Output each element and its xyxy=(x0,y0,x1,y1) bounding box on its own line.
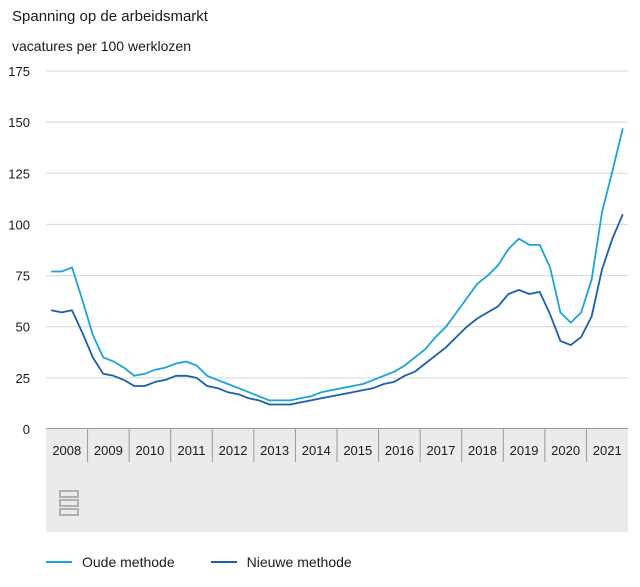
series-line-nieuwe-methode xyxy=(51,213,624,406)
x-tick-label: 2021 xyxy=(593,443,622,458)
legend-label-oude: Oude methode xyxy=(82,554,175,570)
x-tick-label: 2008 xyxy=(52,443,81,458)
x-tick-label: 2015 xyxy=(343,443,372,458)
legend-item-oude: Oude methode xyxy=(46,554,175,570)
x-tick-label: 2010 xyxy=(135,443,164,458)
y-tick-label: 25 xyxy=(16,371,30,386)
y-tick-label: 50 xyxy=(16,320,30,335)
legend-swatch-oude xyxy=(46,561,72,563)
legend-swatch-nieuwe xyxy=(210,561,237,563)
legend-label-nieuwe: Nieuwe methode xyxy=(246,554,352,570)
series-line-oude-methode xyxy=(51,128,624,402)
y-tick-label: 175 xyxy=(8,64,30,79)
y-tick-label: 0 xyxy=(23,422,30,437)
x-tick-label: 2019 xyxy=(510,443,539,458)
y-tick-label: 100 xyxy=(8,217,30,232)
legend-item-nieuwe: Nieuwe methode xyxy=(210,554,352,570)
y-tick-label: 150 xyxy=(8,115,30,130)
x-tick-label: 2016 xyxy=(385,443,414,458)
x-tick-label: 2018 xyxy=(468,443,497,458)
x-tick-label: 2011 xyxy=(178,443,206,458)
y-tick-labels: 0 25 50 75 100 125 150 175 xyxy=(8,64,30,437)
x-tick-label: 2020 xyxy=(551,443,580,458)
x-tick-label: 2017 xyxy=(426,443,455,458)
x-axis-band: 2008 2009 2010 2011 2012 2013 2014 2015 2016 2017… xyxy=(46,429,628,532)
x-tick-label: 2012 xyxy=(219,443,248,458)
x-tick-label: 2009 xyxy=(94,443,123,458)
chart-title: Spanning op de arbeidsmarkt xyxy=(12,8,208,25)
series-lines xyxy=(51,128,624,406)
x-tick-label: 2013 xyxy=(260,443,289,458)
legend: Oude methode Nieuwe methode xyxy=(46,554,352,570)
cbs-logo-icon xyxy=(59,490,79,516)
line-chart: 0 25 50 75 100 125 150 175 2008 2009 2010 2011 2012… xyxy=(8,64,628,532)
y-tick-label: 75 xyxy=(16,269,30,284)
y-tick-label: 125 xyxy=(8,166,30,181)
x-tick-label: 2014 xyxy=(302,443,331,458)
y-axis-label: vacatures per 100 werklozen xyxy=(12,38,191,54)
